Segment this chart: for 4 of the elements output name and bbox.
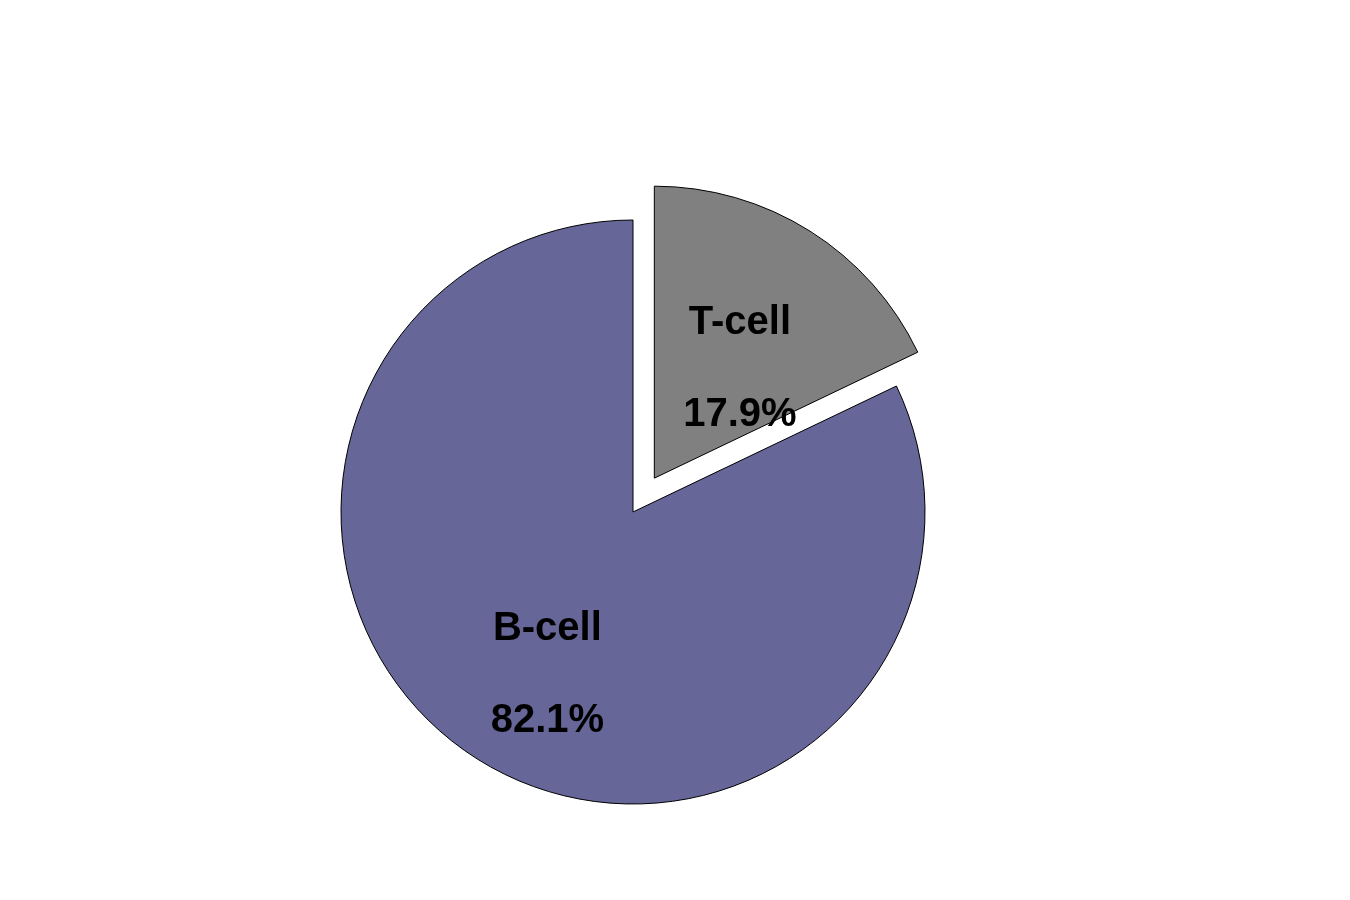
data-label: 17.9% (683, 390, 797, 435)
slice-label: T-cell (688, 298, 792, 343)
data-label: 82.1% (490, 695, 605, 740)
slice-label: B-cell (492, 603, 602, 648)
